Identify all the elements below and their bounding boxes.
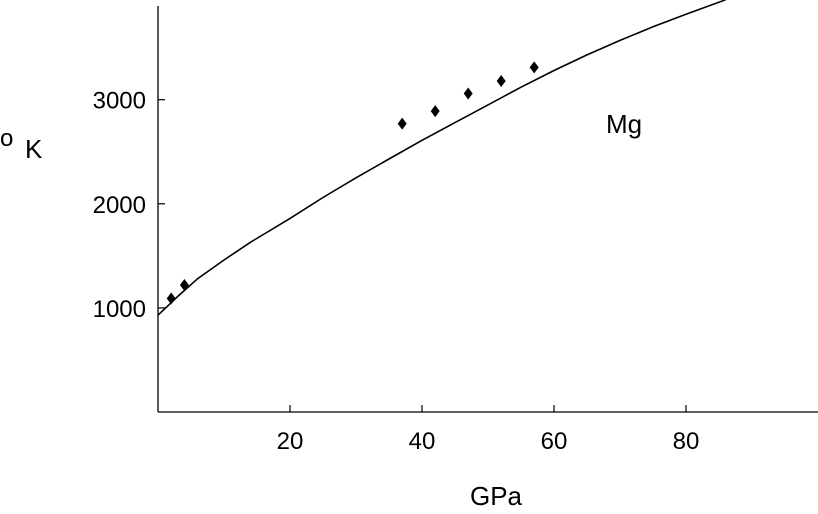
x-tick-label: 80 — [673, 428, 700, 455]
data-point-diamond — [463, 87, 473, 100]
y-axis-label-unit: K — [25, 134, 43, 164]
y-axis-label: o K — [0, 125, 43, 164]
data-point-diamond — [430, 105, 440, 118]
data-point-diamond — [179, 278, 189, 291]
data-point-diamond — [397, 117, 407, 130]
y-tick-label: 2000 — [93, 192, 146, 219]
ticks — [158, 99, 687, 412]
theory-curve — [157, 0, 726, 316]
data-point-diamond — [496, 74, 506, 87]
data-point-diamond — [166, 292, 176, 305]
tick-labels: 20 40 60 80 1000 2000 3000 — [93, 88, 700, 455]
x-axis-label: GPa — [470, 481, 523, 511]
y-axis-label-degree: o — [0, 125, 13, 152]
y-tick-label: 3000 — [93, 88, 146, 115]
series-layer — [157, 0, 726, 316]
x-tick-label: 40 — [409, 428, 436, 455]
y-tick-label: 1000 — [93, 296, 146, 323]
axes — [157, 6, 818, 413]
x-tick-label: 20 — [277, 428, 304, 455]
x-tick-label: 60 — [541, 428, 568, 455]
data-point-diamond — [529, 61, 539, 74]
series-annotation: Mg — [606, 109, 642, 139]
